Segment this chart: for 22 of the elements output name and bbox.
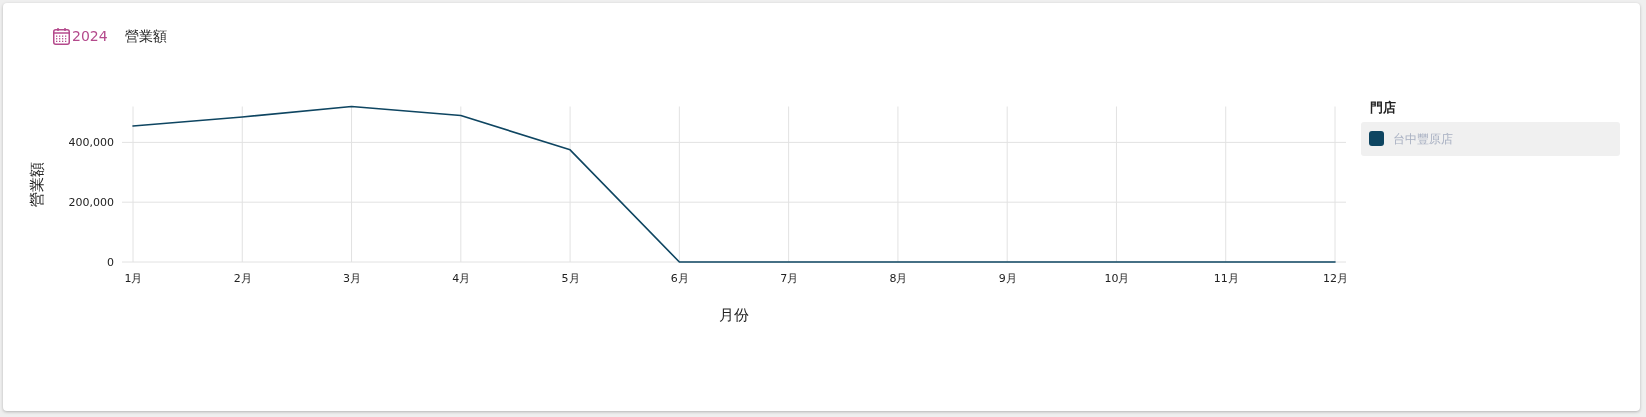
x-tick-label: 4月 bbox=[452, 271, 471, 285]
chart-subtitle: 2024 bbox=[72, 28, 108, 44]
x-tick-label: 10月 bbox=[1104, 271, 1130, 285]
x-tick-label: 6月 bbox=[670, 271, 689, 285]
x-tick-label: 1月 bbox=[124, 271, 143, 285]
legend-title: 門店 bbox=[1370, 100, 1396, 115]
x-tick-label: 5月 bbox=[561, 271, 580, 285]
x-tick-label: 2月 bbox=[233, 271, 252, 285]
x-tick-label: 3月 bbox=[343, 271, 362, 285]
y-tick-label: 400,000 bbox=[68, 136, 114, 150]
line-series bbox=[132, 105, 1336, 263]
legend-label: 台中豐原店 bbox=[1393, 132, 1453, 146]
y-axis-title: 營業額 bbox=[28, 161, 46, 207]
x-axis-title: 月份 bbox=[719, 306, 749, 324]
x-tick-label: 7月 bbox=[780, 271, 799, 285]
x-tick-label: 8月 bbox=[889, 271, 908, 285]
y-tick-label: 0 bbox=[107, 256, 114, 270]
x-tick-label: 12月 bbox=[1323, 271, 1348, 285]
x-tick-label: 9月 bbox=[998, 271, 1017, 285]
y-tick-label: 200,000 bbox=[68, 196, 114, 210]
x-tick-label: 11月 bbox=[1213, 271, 1239, 285]
chart-title: 營業額 bbox=[125, 28, 167, 44]
